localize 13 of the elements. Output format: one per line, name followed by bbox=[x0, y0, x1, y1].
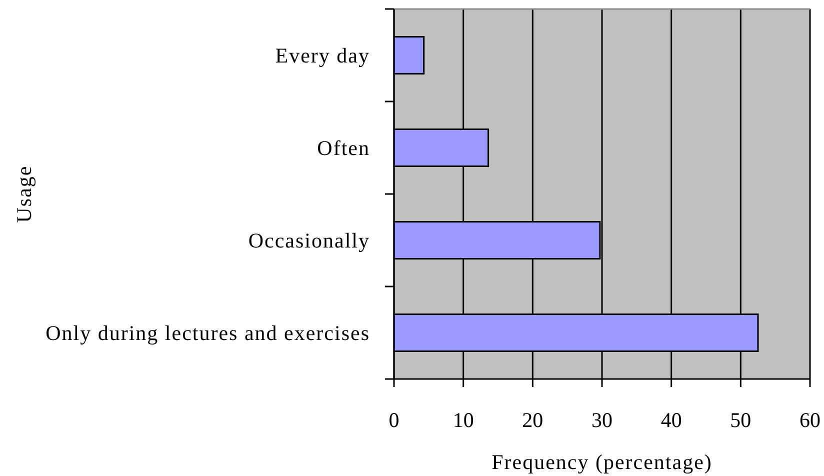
x-axis-title: Frequency (percentage) bbox=[492, 450, 712, 474]
x-tick-label: 0 bbox=[388, 408, 400, 432]
y-tick-label: Often bbox=[317, 136, 370, 160]
x-tick-label: 50 bbox=[730, 408, 752, 432]
x-tick-label: 60 bbox=[800, 408, 820, 432]
y-tick-label: Occasionally bbox=[248, 228, 370, 252]
x-tick-label: 30 bbox=[592, 408, 612, 432]
y-tick-label: Only during lectures and exercises bbox=[46, 320, 370, 345]
y-tick-label: Every day bbox=[275, 43, 370, 68]
x-tick-label: 20 bbox=[522, 408, 544, 432]
y-axis-title: Usage bbox=[12, 165, 36, 223]
x-tick-label: 10 bbox=[452, 408, 474, 432]
x-tick-label: 40 bbox=[660, 408, 682, 432]
